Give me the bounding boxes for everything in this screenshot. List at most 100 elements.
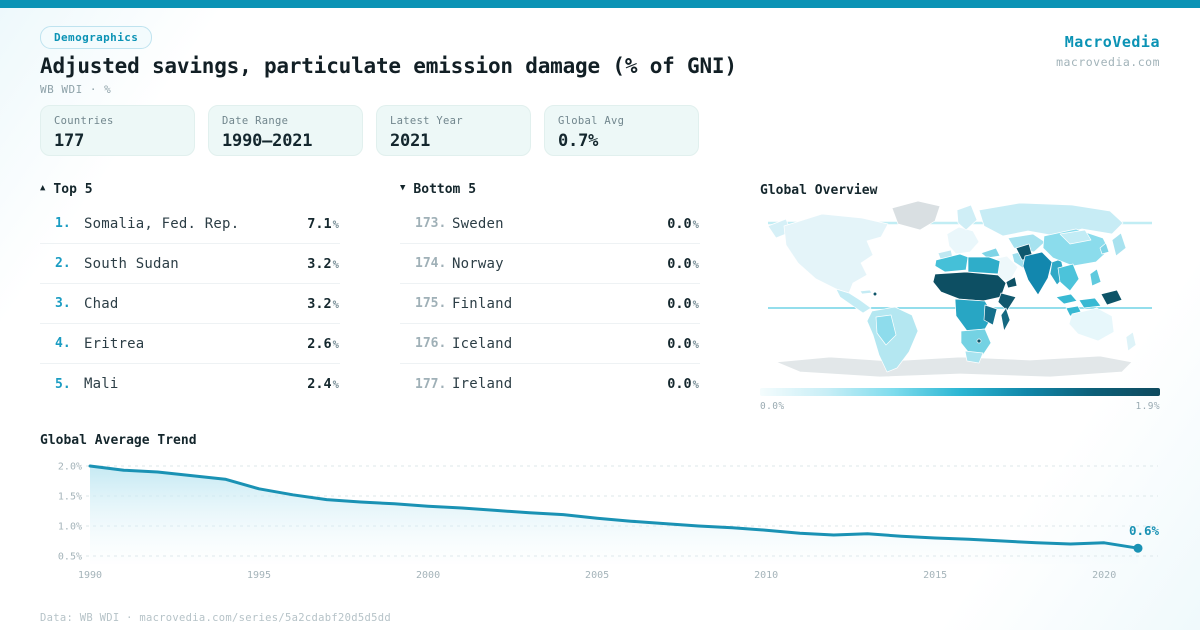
region-yemen <box>1005 276 1018 289</box>
brand-name[interactable]: MacroVedia <box>1064 33 1160 51</box>
rank-number: 4. <box>55 336 71 351</box>
region-antarctica <box>775 355 1133 378</box>
region-indonesia-west <box>1055 293 1078 305</box>
top-list-rows: 1. Somalia, Fed. Rep. 7.1% 2. South Sudan 3.2… <box>40 204 340 404</box>
region-india <box>1022 251 1053 296</box>
down-triangle-icon: ▼ <box>400 183 406 193</box>
svg-text:2005: 2005 <box>585 570 609 581</box>
country-value: 3.2% <box>307 295 339 312</box>
region-south-africa <box>964 350 984 364</box>
stat-label: Date Range <box>222 115 289 127</box>
country-name: Norway <box>452 255 504 272</box>
percent-sign: % <box>332 218 339 231</box>
country-value: 0.0% <box>667 376 699 392</box>
svg-text:2015: 2015 <box>923 570 947 581</box>
country-name: Sweden <box>452 215 504 232</box>
region-southeast-asia <box>1057 263 1080 292</box>
stat-card: Global Avg 0.7% <box>544 105 699 156</box>
bottom-list-rows: 173. Sweden 0.0% 174. Norway 0.0% 175. Finland 0… <box>400 204 700 404</box>
percent-sign: % <box>692 298 699 311</box>
svg-text:1.5%: 1.5% <box>58 492 82 503</box>
top-list-header: ▲ Top 5 <box>40 181 340 197</box>
region-zimbabwe <box>976 338 982 344</box>
svg-text:2.0%: 2.0% <box>58 462 82 473</box>
stat-card: Date Range 1990—2021 <box>208 105 363 156</box>
stat-label: Countries <box>54 115 114 127</box>
stats-row: Countries 177 Date Range 1990—2021 Latest Ye… <box>40 105 699 156</box>
country-value: 2.4% <box>307 376 339 392</box>
percent-sign: % <box>332 298 339 311</box>
country-value: 2.6% <box>307 335 339 352</box>
country-value: 0.0% <box>667 295 699 312</box>
percent-sign: % <box>692 258 699 271</box>
list-item: 2. South Sudan 3.2% <box>40 244 340 284</box>
accent-topbar <box>0 0 1200 8</box>
brand-domain-link[interactable]: macrovedia.com <box>1056 55 1160 69</box>
region-southern-africa <box>960 328 992 356</box>
region-turkey <box>980 247 1001 259</box>
percent-sign: % <box>332 338 339 351</box>
list-item: 174. Norway 0.0% <box>400 244 700 284</box>
country-name: Iceland <box>452 335 513 352</box>
map-title: Global Overview <box>760 183 878 198</box>
stat-value: 0.7% <box>558 131 599 151</box>
list-item: 173. Sweden 0.0% <box>400 204 700 244</box>
stat-card: Countries 177 <box>40 105 195 156</box>
brand-block: MacroVedia macrovedia.com <box>1056 33 1160 69</box>
svg-text:2020: 2020 <box>1092 570 1116 581</box>
region-madagascar <box>1000 307 1011 332</box>
svg-text:1.0%: 1.0% <box>58 522 82 533</box>
list-item: 4. Eritrea 2.6% <box>40 324 340 364</box>
country-value: 0.0% <box>667 335 699 352</box>
region-north-africa-west <box>934 253 969 273</box>
svg-text:0.5%: 0.5% <box>58 552 82 563</box>
rank-number: 3. <box>55 296 71 311</box>
legend-min-label: 0.0% <box>760 401 785 412</box>
bottom-list-title: Bottom 5 <box>413 181 477 197</box>
legend-max-label: 1.9% <box>1135 401 1160 412</box>
country-name: Somalia, Fed. Rep. <box>84 215 240 232</box>
region-sahel <box>932 271 1007 302</box>
region-north-america <box>783 213 889 294</box>
rank-number: 173. <box>415 216 447 231</box>
percent-sign: % <box>692 338 699 351</box>
percent-sign: % <box>692 218 699 231</box>
country-name: Chad <box>84 295 119 312</box>
country-name: Eritrea <box>84 335 145 352</box>
region-east-africa <box>983 304 998 326</box>
footer-source-link[interactable]: Data: WB WDI · macrovedia.com/series/5a2… <box>40 612 391 624</box>
rank-number: 1. <box>55 216 71 231</box>
top-list-title: Top 5 <box>53 181 93 197</box>
up-triangle-icon: ▲ <box>40 183 46 193</box>
svg-text:2000: 2000 <box>416 570 440 581</box>
svg-text:1990: 1990 <box>78 570 102 581</box>
stat-value: 2021 <box>390 131 431 151</box>
top-5-list: ▲ Top 5 1. Somalia, Fed. Rep. 7.1% 2. South … <box>40 181 340 404</box>
chart-axis-labels: 0.5% 1.0% 1.5% 2.0% 1990 1995 2000 2005 2010 2015… <box>58 462 1116 582</box>
list-item: 176. Iceland 0.0% <box>400 324 700 364</box>
region-caribbean <box>872 291 878 297</box>
percent-sign: % <box>692 379 699 391</box>
region-greenland <box>891 200 941 231</box>
rank-number: 176. <box>415 336 447 351</box>
list-item: 3. Chad 3.2% <box>40 284 340 324</box>
page-subtitle: WB WDI · % <box>40 83 112 96</box>
list-item: 177. Ireland 0.0% <box>400 364 700 404</box>
world-map-svg <box>767 200 1152 378</box>
rank-number: 177. <box>415 376 447 392</box>
region-korea <box>1099 242 1110 255</box>
rank-number: 175. <box>415 296 447 311</box>
page-title: Adjusted savings, particulate emission d… <box>40 54 737 78</box>
region-new-zealand <box>1125 331 1137 352</box>
region-scandinavia <box>956 204 978 231</box>
stat-value: 177 <box>54 131 85 151</box>
region-andes <box>875 314 897 346</box>
bottom-list-header: ▼ Bottom 5 <box>400 181 700 197</box>
trend-line-chart: 0.6% 0.5% 1.0% 1.5% 2.0% 1990 1995 2000 2005 201… <box>58 462 1160 582</box>
region-japan <box>1111 232 1127 257</box>
category-badge: Demographics <box>40 26 153 49</box>
bottom-5-list: ▼ Bottom 5 173. Sweden 0.0% 174. Norway 0.0% 1… <box>400 181 700 404</box>
list-item: 1. Somalia, Fed. Rep. 7.1% <box>40 204 340 244</box>
region-indonesia-central <box>1078 297 1102 309</box>
